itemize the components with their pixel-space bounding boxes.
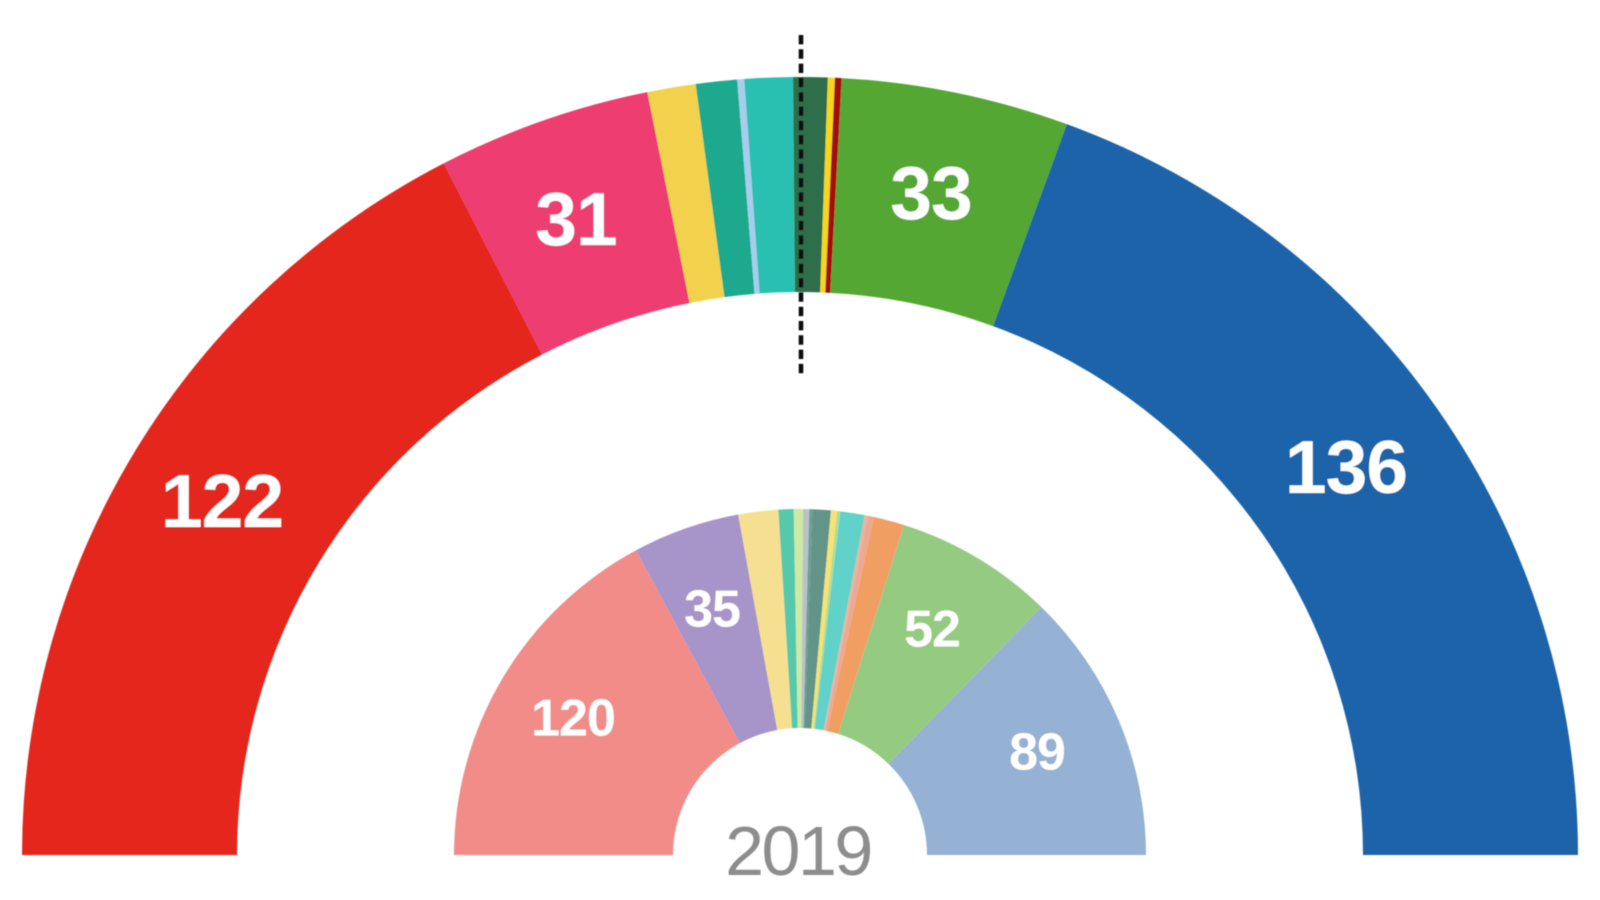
- svg-text:89: 89: [1009, 724, 1065, 782]
- svg-text:35: 35: [684, 581, 740, 639]
- svg-text:136: 136: [1285, 425, 1407, 509]
- svg-text:2019: 2019: [725, 812, 871, 890]
- svg-text:122: 122: [161, 459, 283, 543]
- svg-text:52: 52: [904, 601, 960, 659]
- svg-text:33: 33: [890, 151, 971, 235]
- svg-text:120: 120: [531, 690, 615, 748]
- svg-text:31: 31: [535, 177, 616, 261]
